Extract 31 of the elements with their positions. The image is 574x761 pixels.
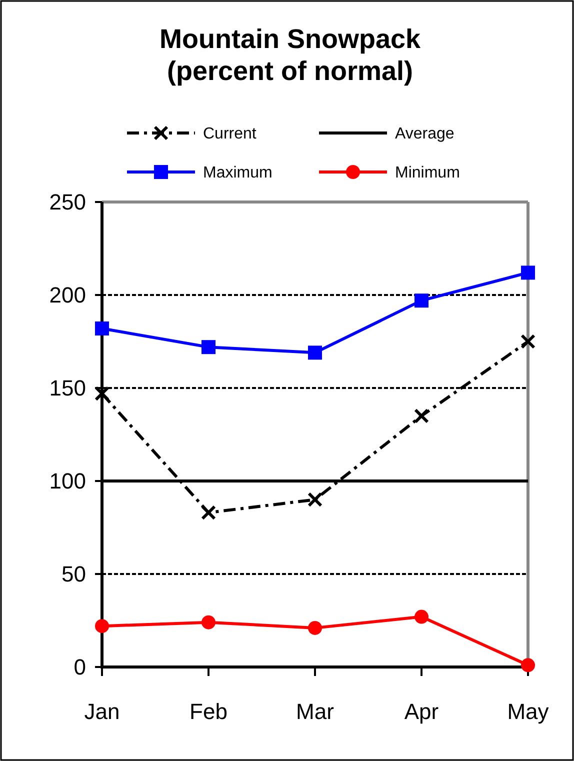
legend-label: Maximum bbox=[203, 164, 272, 182]
point bbox=[414, 294, 428, 308]
point bbox=[308, 492, 322, 508]
point bbox=[202, 615, 216, 630]
legend-label: Minimum bbox=[395, 164, 460, 182]
point bbox=[308, 620, 322, 635]
x-tick-label: Mar bbox=[296, 699, 334, 724]
legend-label: Current bbox=[203, 126, 257, 143]
y-tick-label: 200 bbox=[49, 282, 86, 308]
y-tick-label: 250 bbox=[49, 190, 86, 215]
point bbox=[95, 321, 109, 336]
point bbox=[202, 340, 216, 354]
y-tick-label: 50 bbox=[62, 562, 86, 587]
point bbox=[201, 505, 216, 520]
x-tick-label: Feb bbox=[190, 699, 228, 724]
y-tick-label: 100 bbox=[49, 468, 86, 494]
point bbox=[414, 610, 428, 624]
point bbox=[521, 266, 535, 280]
point bbox=[521, 658, 535, 672]
point bbox=[308, 346, 322, 360]
point bbox=[94, 386, 110, 402]
y-tick-label: 150 bbox=[49, 376, 86, 401]
legend-label: Average bbox=[395, 126, 454, 143]
x-tick-label: Apr bbox=[404, 699, 439, 724]
point bbox=[414, 408, 429, 424]
point bbox=[520, 334, 536, 349]
x-tick-label: Jan bbox=[84, 699, 120, 724]
chart-title: Mountain Snowpack (percent of normal) bbox=[159, 24, 422, 86]
point bbox=[95, 619, 109, 634]
y-tick-label: 0 bbox=[74, 654, 86, 680]
x-tick-label: May bbox=[507, 699, 549, 724]
